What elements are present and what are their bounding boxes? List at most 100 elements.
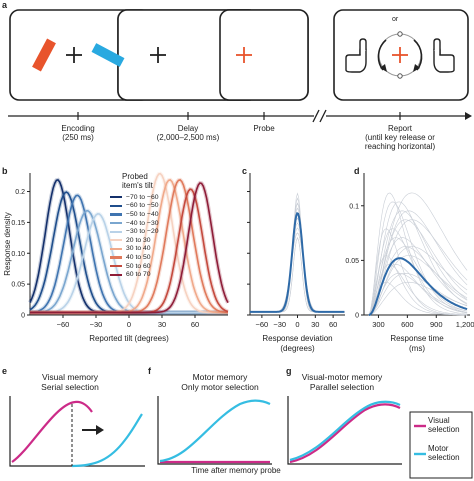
legend-label: −50 to −40 — [126, 210, 159, 218]
legend-item: −60 to −50 — [110, 202, 159, 211]
panel-c-subject-line — [250, 227, 345, 313]
panel-letter-b: b — [2, 166, 8, 176]
panel-d-subject-line — [368, 228, 468, 316]
panel-f-xlabel: Time after memory probe — [191, 466, 281, 475]
fixation-cross-delay — [150, 47, 166, 63]
panel-efg-graphic — [9, 396, 473, 479]
panel-c-subject-line — [250, 232, 345, 313]
encoding-label: Encoding (250 ms) — [61, 124, 95, 142]
panel-d-ytick-label: 0 — [355, 313, 359, 320]
panel-d-xtick-label: 900 — [430, 320, 443, 329]
or-label: or — [392, 16, 399, 23]
legend-label: 40 to 50 — [126, 253, 151, 261]
legend-visual-selection: Visual selection — [428, 416, 460, 434]
panel-g-axes — [287, 396, 402, 465]
panel-letter-a: a — [2, 0, 8, 10]
panel-c-subject-line — [250, 237, 345, 313]
panel-d-subject-line — [368, 201, 468, 316]
probe-cross — [236, 47, 252, 63]
legend-item: 30 to 40 — [110, 245, 159, 254]
panel-d-xtick-label: 600 — [401, 320, 414, 329]
panel-c-subject-line — [250, 217, 345, 313]
panel-c-subject-line — [250, 222, 345, 313]
legend-label: 60 to 70 — [126, 271, 151, 279]
panel-c-xtick-label: −30 — [273, 320, 286, 329]
panel-letter-f: f — [148, 366, 151, 376]
legend-label: 50 to 60 — [126, 262, 151, 270]
blue-bar — [91, 43, 125, 67]
legend-swatch — [110, 213, 122, 216]
legend-item: −70 to −60 — [110, 193, 159, 202]
panel-d-subject-line — [368, 237, 468, 316]
panel-e-motor-curve — [71, 413, 143, 468]
legend-swatch — [110, 256, 122, 259]
panel-letter-d: d — [354, 166, 360, 176]
panel-d-mean-line — [368, 257, 468, 316]
legend-item: 40 to 50 — [110, 253, 159, 262]
legend-motor-selection: Motor selection — [428, 444, 460, 462]
panel-b-ytick-label: 0.2 — [15, 189, 25, 196]
legend-item: −30 to −20 — [110, 227, 159, 236]
panel-c-subject-line — [250, 202, 345, 313]
panel-d-subject-line — [368, 264, 468, 316]
panel-d-xtick-label: 300 — [372, 320, 385, 329]
panel-d-subject-line — [368, 246, 468, 316]
panel-c-xlabel2: (degrees) — [280, 344, 315, 353]
probe-label: Probe — [253, 124, 275, 133]
legend-item: −50 to −40 — [110, 210, 159, 219]
panel-b-ytick-label: 0 — [21, 313, 25, 320]
panel-d-xlabel: Response time — [390, 334, 444, 343]
timeline-break — [312, 109, 327, 123]
panel-d-subject-line — [368, 255, 468, 316]
fixation-cross-encoding — [66, 47, 82, 63]
legend-swatch — [110, 221, 122, 225]
delay-label: Delay (2,000–2,500 ms) — [156, 124, 220, 142]
panel-f-title: Motor memory Only motor selection — [181, 372, 259, 392]
panel-b-series-line — [30, 182, 229, 314]
legend-swatch — [110, 273, 122, 276]
panel-c-subject-line — [250, 197, 345, 313]
panel-e-title: Visual memory Serial selection — [41, 372, 99, 392]
panel-d-subject-line — [368, 237, 468, 316]
panel-c-xtick-label: −60 — [256, 320, 269, 329]
arrow-right-icon — [82, 425, 104, 435]
legend-swatch — [110, 204, 122, 207]
panel-d-subject-line — [368, 201, 468, 316]
panel-c-subject-line — [250, 207, 345, 313]
panel-c-mean-line — [250, 211, 345, 313]
panel-d-ytick-label: 0.1 — [349, 203, 359, 210]
panel-d-xtick-label: 1,200 — [456, 320, 474, 329]
panel-b-ytick-label: 0.05 — [11, 282, 25, 289]
legend-label: −40 to −30 — [126, 219, 159, 227]
legend-item: 20 to 30 — [110, 236, 159, 245]
legend-b: −70 to −60 −60 to −50 −50 to −40 −40 to −30… — [110, 193, 159, 279]
panel-d-subject-line — [368, 228, 468, 316]
legend-label: 30 to 40 — [126, 245, 151, 253]
legend-item: 50 to 60 — [110, 262, 159, 271]
panel-d-xlabel2: (ms) — [409, 344, 425, 353]
panel-f-axes — [157, 396, 272, 465]
panel-d-subject-line — [368, 210, 468, 316]
report-label: Report (until key release or reaching hori… — [364, 124, 436, 151]
panel-c-subject-line — [250, 192, 345, 313]
panel-b-ytick-label: 0.10 — [11, 251, 25, 258]
legend-label: −60 to −50 — [126, 202, 159, 210]
panel-c-xlabel: Response deviation — [262, 334, 332, 343]
panel-b-xtick-label: −60 — [57, 320, 70, 329]
legend-label: −30 to −20 — [126, 228, 159, 236]
panel-d-subject-line — [368, 219, 468, 316]
panel-d-subject-line — [368, 192, 468, 316]
panel-g-motor-curve — [289, 400, 401, 462]
panel-b-xtick-label: 0 — [127, 320, 131, 329]
panel-b-ylabel: Response density — [3, 212, 12, 276]
hand-pointer-left-icon — [345, 38, 367, 73]
panel-d-subject-line — [368, 281, 468, 316]
panel-letter-g: g — [286, 366, 292, 376]
selection-legend-box — [409, 411, 473, 479]
panel-letter-e: e — [2, 366, 8, 376]
panel-d-subject-line — [368, 272, 468, 316]
panel-c-subject-line — [250, 202, 345, 313]
panel-e-axes — [9, 396, 145, 467]
legend-title: Probed item's tilt — [122, 172, 153, 190]
orange-bar — [32, 38, 56, 72]
